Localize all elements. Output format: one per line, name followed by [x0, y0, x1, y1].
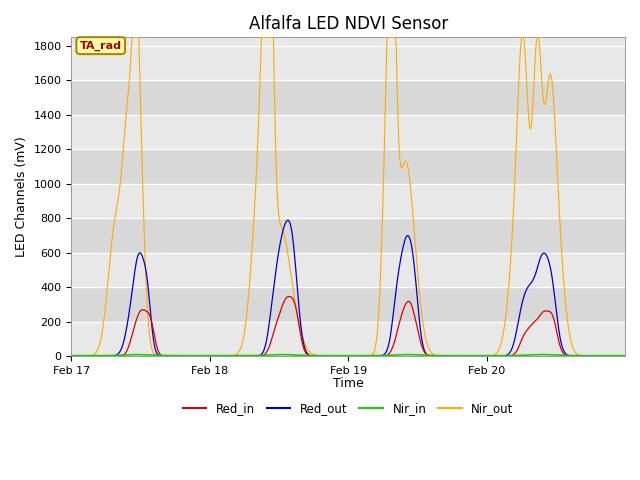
Bar: [72, 80, 625, 115]
Y-axis label: LED Channels (mV): LED Channels (mV): [15, 136, 28, 257]
Bar: [72, 322, 625, 356]
Text: TA_rad: TA_rad: [80, 40, 122, 51]
Legend: Red_in, Red_out, Nir_in, Nir_out: Red_in, Red_out, Nir_in, Nir_out: [178, 398, 518, 420]
Bar: [72, 184, 625, 218]
Bar: [72, 115, 625, 149]
Bar: [72, 218, 625, 252]
X-axis label: Time: Time: [333, 377, 364, 390]
Title: Alfalfa LED NDVI Sensor: Alfalfa LED NDVI Sensor: [248, 15, 448, 33]
Bar: [72, 149, 625, 184]
Bar: [72, 287, 625, 322]
Bar: [72, 252, 625, 287]
Bar: [72, 46, 625, 80]
